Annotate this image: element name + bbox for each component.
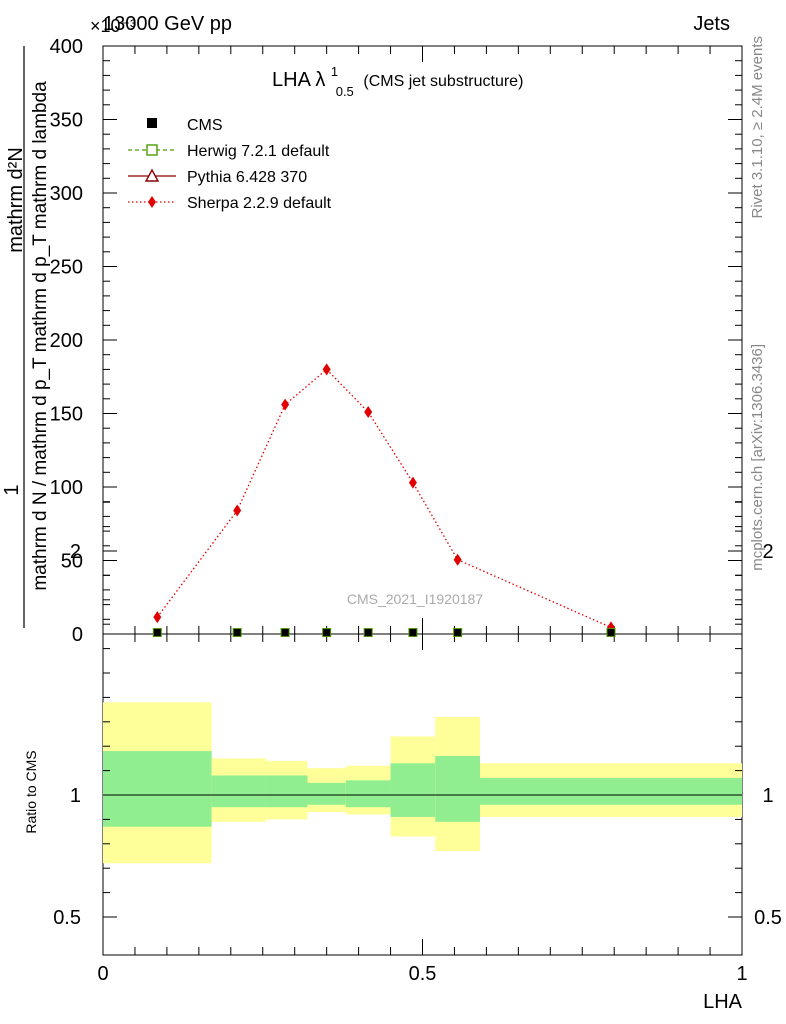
y-tick-label-3: 150 (50, 404, 83, 426)
herwig-point (408, 628, 418, 638)
y-tick-label-8: 400 (50, 36, 83, 58)
ylabel-denominator: mathrm d N / mathrm d p_T mathrm d p_T m… (30, 81, 51, 591)
sherpa-point (453, 553, 462, 566)
cms-point (607, 628, 616, 637)
watermark: CMS_2021_I1920187 (347, 591, 483, 607)
ratio-band-inner-2 (265, 775, 308, 808)
legend-label-sherpa: Sherpa 2.2.9 default (187, 195, 332, 212)
chart-title: LHA λ 1 0.5 (CMS jet substructure) (272, 59, 523, 101)
y-axis: 0 50 100 150 200 250 300 350 400 (50, 36, 742, 646)
main-panel-frame (102, 45, 743, 635)
cms-point (233, 628, 242, 637)
herwig-point (280, 628, 290, 638)
ratio-tick-label-left-2: 2 (70, 541, 81, 563)
legend-label-cms: CMS (187, 117, 223, 134)
legend-label-herwig: Herwig 7.2.1 default (187, 143, 330, 160)
x-axis: 0 0.5 1 (97, 46, 748, 985)
header-right: Jets (693, 13, 730, 35)
ratio-band-inner-5 (390, 763, 436, 817)
chart-title-sup: 1 (331, 64, 338, 79)
ratio-bands (103, 702, 742, 864)
cms-point (408, 628, 417, 637)
y-tick-label-0: 0 (72, 624, 83, 646)
legend-marker-herwig (146, 144, 158, 156)
ylabel-one: 1 (1, 484, 23, 495)
herwig-point (152, 628, 162, 638)
ratio-y-axis: 0.5 0.5 1 1 2 2 (53, 501, 782, 929)
y-tick-label-6: 300 (50, 183, 83, 205)
xlabel: LHA (703, 991, 743, 1013)
x-tick-label-0: 0 (97, 963, 108, 985)
ratio-band-inner-1 (211, 775, 266, 808)
chart-title-suffix: (CMS jet substructure) (363, 73, 523, 90)
y-tick-label-1: 50 (61, 551, 83, 573)
mcplots-label: mcplots.cern.ch [arXiv:1306.3436] (749, 344, 766, 571)
sherpa-point (153, 611, 162, 624)
exponent-label: ×10⁻³ (90, 16, 136, 36)
cms-point (322, 628, 331, 637)
ratio-band-inner-7 (480, 777, 742, 805)
sherpa-point (322, 363, 331, 376)
sherpa-point (364, 406, 373, 419)
ratio-tick-label-right-0: 0.5 (754, 907, 782, 929)
header-left: 13000 GeV pp (103, 13, 232, 35)
herwig-point (232, 628, 242, 638)
y-tick-label-5: 250 (50, 257, 83, 279)
legend: CMS Herwig 7.2.1 default Pythia 6.428 37… (128, 117, 332, 212)
chart-title-main: LHA λ (272, 69, 325, 91)
ratio-tick-label-right-2: 2 (762, 541, 773, 563)
series-layer (152, 363, 616, 638)
legend-marker-sherpa (148, 196, 156, 208)
herwig-point (363, 628, 373, 638)
ratio-band-inner-0 (103, 751, 212, 827)
herwig-point (322, 628, 332, 638)
ratio-tick-label-left-0: 0.5 (53, 907, 81, 929)
cms-point (364, 628, 373, 637)
cms-point (281, 628, 290, 637)
ylabel-numerator: mathrm d²N (5, 147, 27, 253)
legend-marker-pythia (144, 168, 160, 182)
ratio-band-inner-4 (345, 780, 391, 808)
y-tick-label-7: 350 (50, 110, 83, 132)
chart-title-sub: 0.5 (336, 84, 354, 99)
ratio-band-inner-3 (307, 782, 346, 805)
herwig-point (453, 628, 463, 638)
ratio-band-inner-6 (435, 755, 481, 822)
rivet-label: Rivet 3.1.10, ≥ 2.4M events (749, 36, 766, 219)
sherpa-line (156, 368, 612, 628)
ratio-tick-label-right-1: 1 (762, 785, 773, 807)
legend-label-pythia: Pythia 6.428 370 (187, 169, 307, 186)
herwig-point (606, 628, 616, 638)
cms-point (453, 628, 462, 637)
ratio-ylabel: Ratio to CMS (23, 750, 39, 833)
sherpa-point (281, 398, 290, 411)
legend-marker-cms (147, 118, 157, 128)
cms-point (153, 628, 162, 637)
y-tick-label-4: 200 (50, 330, 83, 352)
ratio-tick-label-left-1: 1 (70, 785, 81, 807)
sherpa-point (233, 504, 242, 517)
sherpa-point (408, 476, 417, 489)
x-tick-label-1: 0.5 (409, 963, 437, 985)
y-tick-label-2: 100 (50, 477, 83, 499)
x-tick-label-2: 1 (736, 963, 747, 985)
